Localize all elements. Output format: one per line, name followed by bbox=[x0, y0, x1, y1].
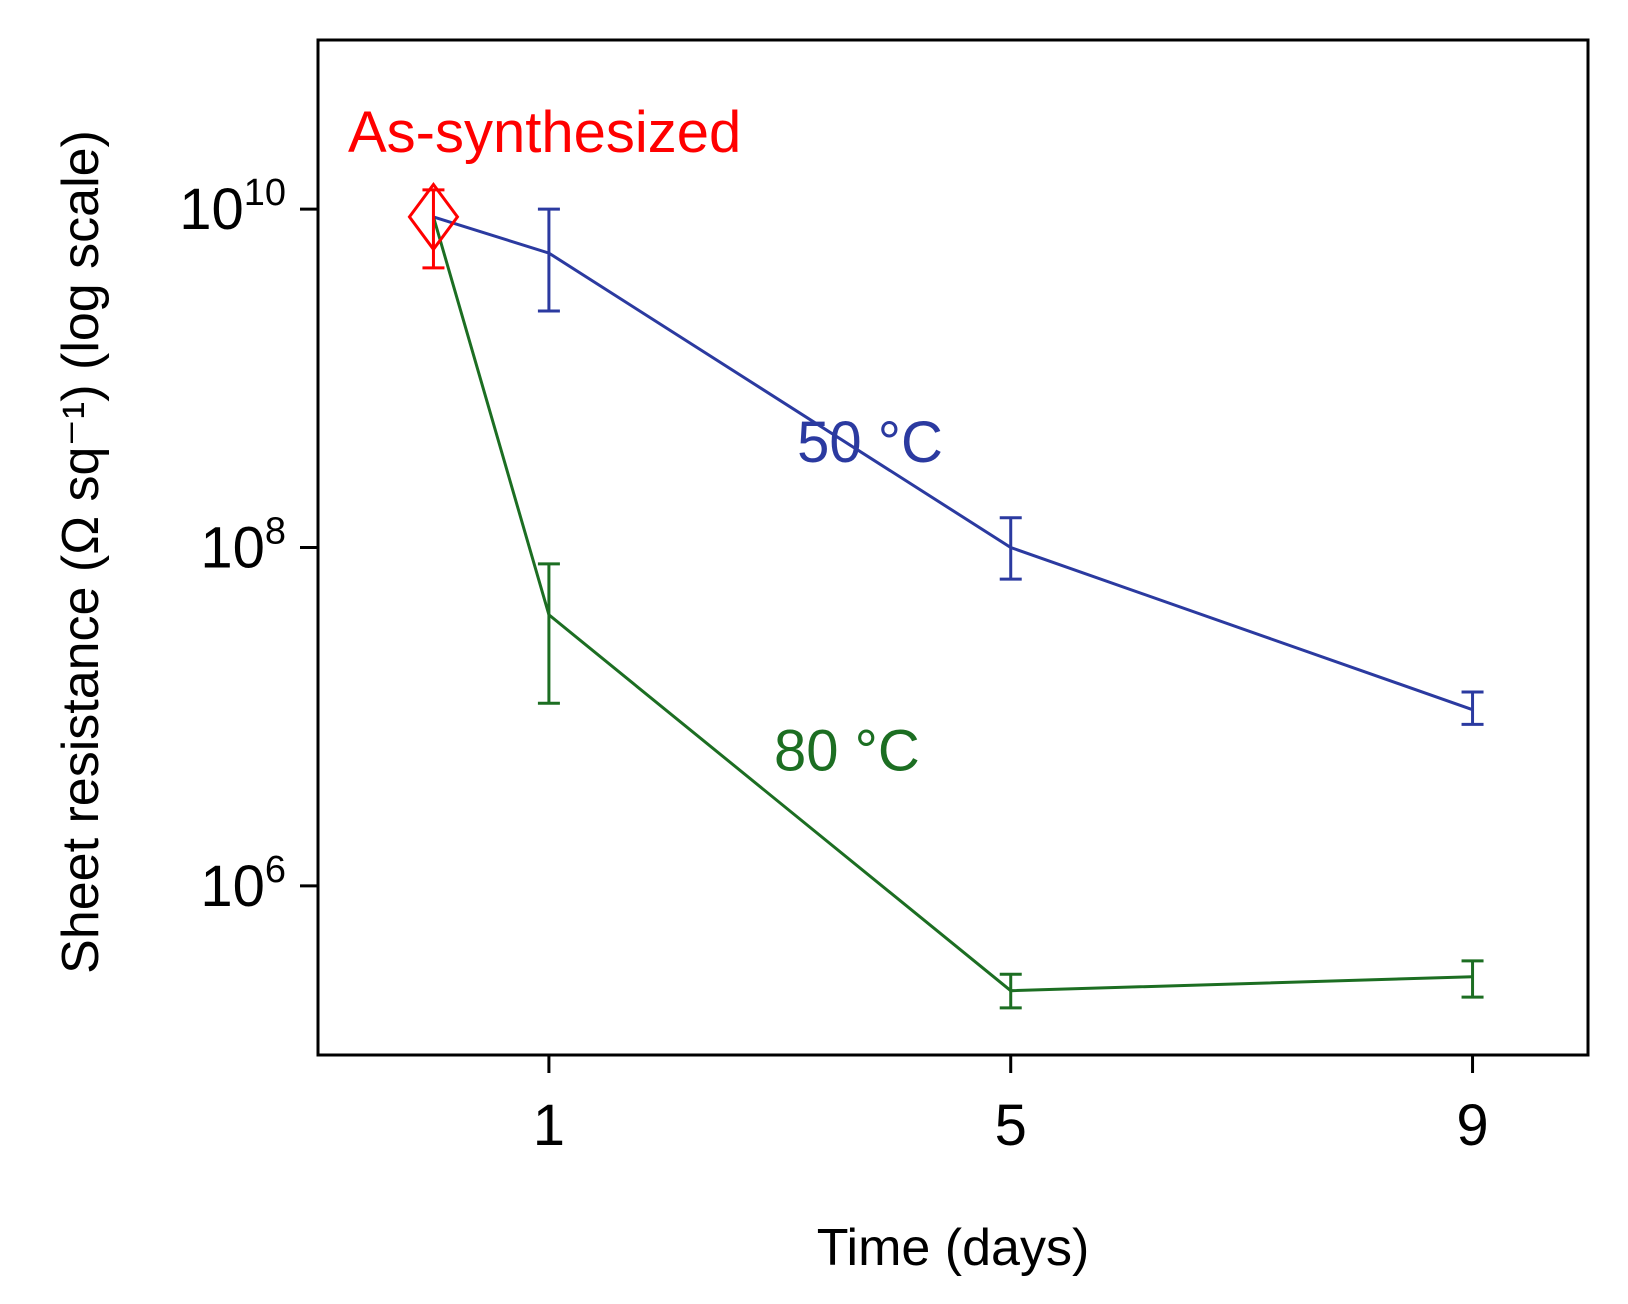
x-axis-ticks: 1 5 9 bbox=[533, 1055, 1489, 1158]
y-tick-base: 10 bbox=[200, 516, 265, 581]
y-tick-base: 10 bbox=[200, 854, 265, 919]
y-tick-label: 106 bbox=[200, 849, 286, 919]
as-synthesized-marker bbox=[407, 181, 460, 252]
x-tick-label: 9 bbox=[1456, 1093, 1488, 1158]
series-80c-line bbox=[432, 216, 1473, 993]
y-tick-base: 10 bbox=[179, 177, 244, 242]
series-50c-line bbox=[433, 215, 1474, 712]
as-synthesized-layer: As-synthesized bbox=[348, 100, 741, 270]
x-tick-label: 1 bbox=[533, 1093, 565, 1158]
y-tick-label: 108 bbox=[200, 511, 286, 581]
y-axis-title: Sheet resistance (Ω sq⁻¹) (log scale) bbox=[52, 130, 110, 974]
y-tick-exponent: 6 bbox=[265, 849, 286, 891]
series-80c-label: 80 °C bbox=[774, 719, 920, 784]
y-tick-label: 1010 bbox=[179, 172, 286, 242]
plot-frame bbox=[316, 38, 1590, 1057]
x-tick-label: 5 bbox=[995, 1093, 1027, 1158]
series-layer: 50 °C 80 °C bbox=[432, 207, 1484, 1010]
y-tick-exponent: 10 bbox=[244, 172, 286, 214]
series-50c-label: 50 °C bbox=[797, 410, 943, 475]
x-axis-title: Time (days) bbox=[817, 1219, 1090, 1277]
as-synthesized-label: As-synthesized bbox=[348, 100, 741, 165]
y-tick-exponent: 8 bbox=[265, 511, 286, 553]
